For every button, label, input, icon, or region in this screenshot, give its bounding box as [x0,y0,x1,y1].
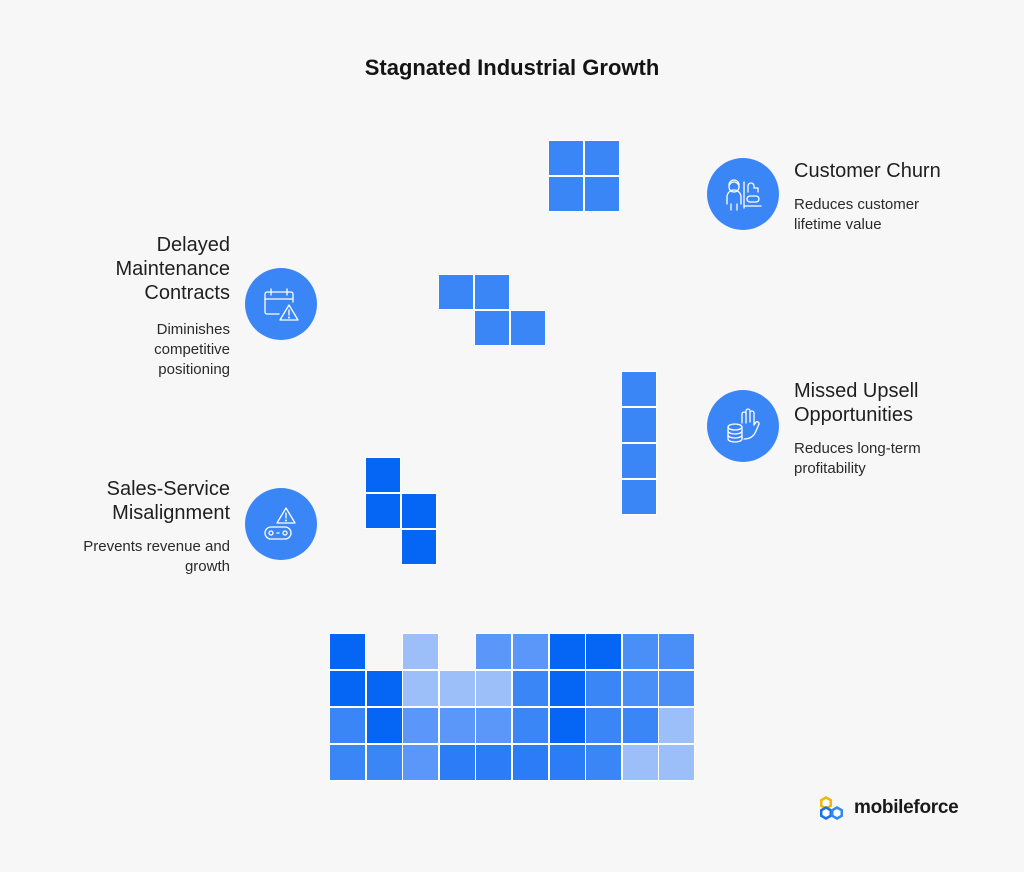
grid-cell [438,670,476,707]
grid-cell [402,744,440,781]
grid-cell [621,633,659,670]
grid-cell [438,707,476,744]
grid-cell [548,707,586,744]
page-title: Stagnated Industrial Growth [364,55,660,80]
block-cell [401,529,437,565]
title-line: Missed Upsell [794,380,919,402]
desc-line: Reduces customer [794,196,920,213]
grid-cell [512,707,549,744]
desc-line: competitive [154,341,230,358]
desc-line: lifetime value [794,216,882,233]
mobileforce-logo-icon [820,796,843,820]
grid-cell [329,633,366,670]
block-cell [621,407,657,443]
block-cell [584,140,620,176]
title-line: Misalignment [112,502,230,524]
block-cell [365,493,401,529]
block-cell [474,274,510,310]
hand-coins-icon [727,408,760,443]
grid-cell [658,744,696,781]
delayed-maintenance-title: Delayed Maintenance Contracts [60,233,230,305]
grid-cell [402,633,440,670]
block-cell [401,493,437,529]
grid-cell [658,633,696,670]
calendar-warning-icon [264,288,299,321]
block-cell [584,176,620,212]
missed-upsell-badge [707,390,779,462]
grid-cell [658,707,696,744]
grid-cell [621,707,659,744]
block-cell [548,176,584,212]
grid-cell [585,633,623,670]
desc-line: Diminishes [156,321,230,338]
grid-cell [475,707,513,744]
grid-cell [475,633,513,670]
sales-service-desc: Prevents revenue and growth [40,537,230,577]
delayed-maintenance-badge [245,268,317,340]
grid-cell [512,670,549,707]
grid-cell [365,744,403,781]
grid-cell [475,744,513,781]
customer-churn-badge [707,158,779,230]
grid-cell [658,670,696,707]
grid-cell [585,670,623,707]
grid-cell [329,744,366,781]
customer-service-icon [726,179,762,211]
sales-service-badge [245,488,317,560]
block-cell [548,140,584,176]
delayed-maintenance-desc: Diminishes competitive positioning [60,320,230,380]
grid-cell [548,670,586,707]
block-cell [621,443,657,479]
block-cell [621,371,657,407]
grid-cell [475,670,513,707]
title-line: Maintenance [115,258,230,280]
grid-cell [512,744,549,781]
title-line: Sales-Service [106,478,230,500]
grid-cell [329,707,366,744]
grid-cell [621,670,659,707]
desc-line: growth [184,558,230,575]
brand-logo: mobileforce [818,793,959,823]
grid-cell [402,707,440,744]
missed-upsell-desc: Reduces long-term profitability [794,439,921,479]
missed-upsell-title: Missed Upsell Opportunities [794,379,918,427]
grid-cell [365,707,403,744]
stacked-block-grid [329,633,696,781]
conveyor-warning-icon [264,507,296,540]
customer-churn-desc: Reduces customer lifetime value [794,195,919,235]
grid-cell [548,633,586,670]
desc-line: Reduces long-term [794,440,921,457]
grid-cell [585,707,623,744]
grid-cell [512,633,549,670]
grid-cell [438,744,476,781]
desc-line: profitability [794,460,866,477]
block-cell [510,310,546,346]
desc-line: positioning [158,361,230,378]
grid-cell [548,744,586,781]
grid-cell [585,744,623,781]
block-cell [365,457,401,493]
customer-churn-title: Customer Churn [794,160,941,182]
grid-cell [402,670,440,707]
brand-name: mobileforce [854,797,959,818]
block-cell [474,310,510,346]
desc-line: Prevents revenue and [83,538,230,555]
grid-cell [365,670,403,707]
block-cell [621,479,657,515]
grid-cell [621,744,659,781]
title-line: Opportunities [794,404,913,426]
grid-cell [329,670,366,707]
title-line: Delayed [156,234,230,256]
block-cell [438,274,474,310]
sales-service-title: Sales-Service Misalignment [40,477,230,525]
title-line: Contracts [144,282,230,304]
